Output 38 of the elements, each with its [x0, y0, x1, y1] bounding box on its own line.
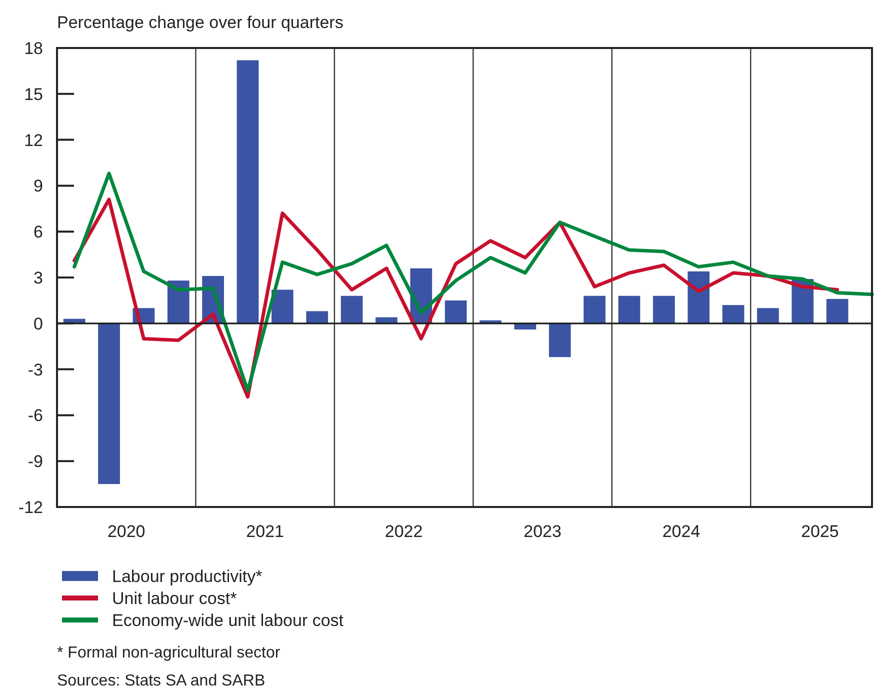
- x-tick-label: 2024: [662, 522, 700, 541]
- bar: [272, 290, 294, 324]
- bar: [618, 296, 640, 324]
- x-tick-label: 2025: [801, 522, 839, 541]
- x-tick-label: 2023: [524, 522, 562, 541]
- y-tick-label: -3: [28, 360, 43, 380]
- line-series: [72, 198, 840, 399]
- bar: [548, 323, 571, 358]
- y-tick-label: 0: [34, 314, 43, 334]
- y-tick-label: 9: [34, 176, 43, 196]
- bar: [757, 308, 779, 324]
- legend-label: Economy-wide unit labour cost: [112, 610, 344, 630]
- y-tick-label: 18: [24, 38, 43, 58]
- y-axis-title: Percentage change over four quarters: [57, 13, 344, 32]
- bar: [236, 60, 259, 324]
- y-tick-label: 12: [24, 130, 43, 150]
- bar: [306, 311, 328, 324]
- x-tick-label: 2022: [384, 522, 423, 541]
- bar: [340, 296, 363, 324]
- text: * Formal non-agricultural sector: [57, 644, 281, 662]
- bar: [826, 298, 848, 324]
- source-note: Sources: Stats SA and SARB: [57, 672, 266, 690]
- bar: [98, 323, 120, 484]
- bar: [444, 300, 467, 324]
- y-tick-label: 15: [24, 84, 43, 104]
- y-tick-label: 6: [34, 222, 43, 242]
- x-tick-label: 2020: [107, 522, 146, 541]
- bar: [722, 305, 744, 324]
- y-tick-label: -6: [28, 406, 43, 426]
- y-tick-label: -9: [28, 452, 43, 472]
- x-tick-label: 2021: [246, 522, 284, 541]
- y-tick-label: 3: [34, 268, 43, 288]
- legend-label: Unit labour cost*: [112, 588, 238, 608]
- bar: [584, 296, 606, 324]
- legend-label: Labour productivity*: [112, 566, 263, 586]
- line-series: [72, 172, 874, 392]
- y-tick-label: -12: [18, 498, 43, 517]
- bar: [652, 296, 675, 324]
